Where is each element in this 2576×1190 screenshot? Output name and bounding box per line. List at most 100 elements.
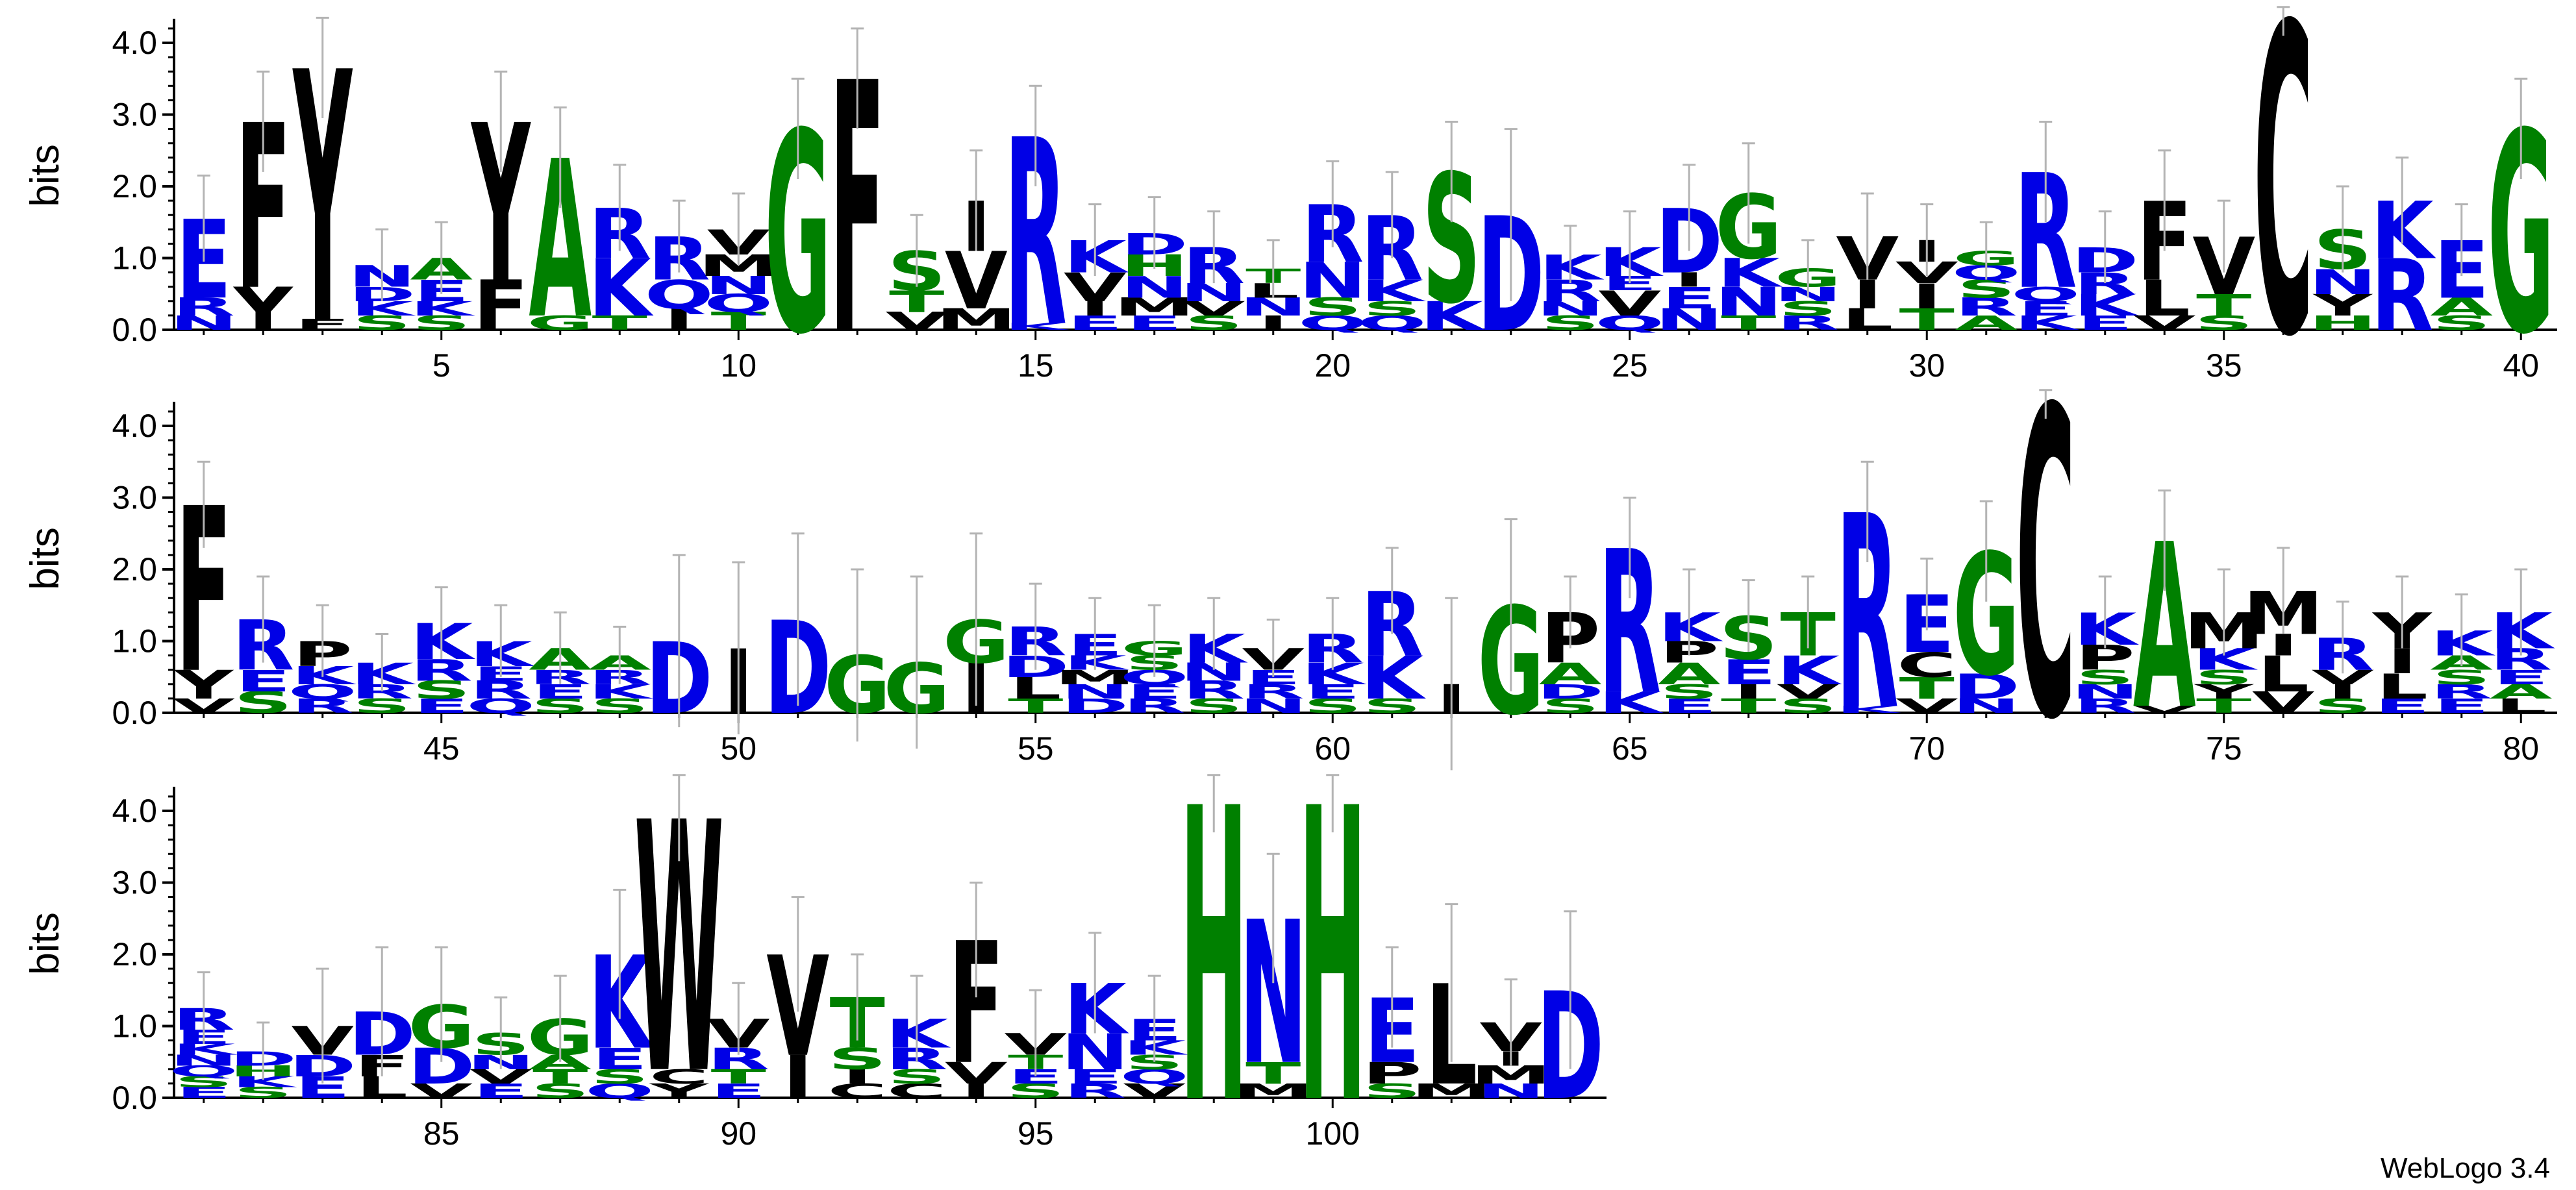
logo-letter-E: E xyxy=(2018,297,2073,320)
logo-letter-V: V xyxy=(172,695,235,717)
logo-letter-M: M xyxy=(1114,293,1195,321)
logo-letter-G: G xyxy=(527,312,594,334)
x-tick-label: 40 xyxy=(2503,347,2539,384)
x-tick-label: 55 xyxy=(1018,730,1054,767)
logo-letter-K: K xyxy=(1420,294,1486,340)
y-tick-label: 3.0 xyxy=(112,480,157,516)
logo-letter-S: S xyxy=(1541,312,1599,334)
logo-letter-M: M xyxy=(1055,666,1135,689)
logo-letter-D: D xyxy=(1061,695,1129,717)
logo-letter-A: A xyxy=(1658,657,1721,691)
logo-letter-E: E xyxy=(2494,666,2549,689)
logo-letter-K: K xyxy=(1777,648,1843,693)
logo-letter-I: I xyxy=(2268,628,2299,663)
y-tick-label: 2.0 xyxy=(112,551,157,588)
logo-letter-V: V xyxy=(885,307,948,336)
logo-letter-T: T xyxy=(532,1065,588,1088)
logo-letter-K: K xyxy=(1598,240,1664,286)
logo-letter-S: S xyxy=(2432,666,2491,689)
x-tick-label: 10 xyxy=(720,347,757,384)
logo-letter-C: C xyxy=(1897,645,1957,686)
logo-letter-V: V xyxy=(2133,312,2196,334)
logo-letter-E: E xyxy=(2077,312,2132,334)
logo-letter-S: S xyxy=(1541,695,1599,717)
x-tick-label: 20 xyxy=(1314,347,1351,384)
logo-letter-S: S xyxy=(412,312,471,334)
logo-letter-A: A xyxy=(1955,312,2018,334)
logo-letter-K: K xyxy=(410,614,476,671)
logo-letter-I: I xyxy=(1733,680,1764,703)
logo-letter-Q: Q xyxy=(169,1063,238,1080)
logo-letter-R: R xyxy=(292,695,354,717)
logo-letter-K: K xyxy=(885,1011,951,1057)
logo-letter-R: R xyxy=(1182,676,1245,704)
y-tick-label: 4.0 xyxy=(112,408,157,444)
logo-letter-R: R xyxy=(1123,695,1186,717)
y-tick-label: 1.0 xyxy=(112,1008,157,1045)
logo-letter-S: S xyxy=(353,312,411,334)
logo-letter-N: N xyxy=(2071,680,2139,703)
logo-letter-K: K xyxy=(1004,321,1069,332)
logo-letter-N: N xyxy=(1655,303,1723,337)
logo-letter-M: M xyxy=(1233,1080,1314,1102)
x-tick-label: 25 xyxy=(1612,347,1648,384)
logo-letter-F: F xyxy=(295,316,350,333)
logo-letter-S: S xyxy=(1363,297,1421,320)
logo-letter-K: K xyxy=(588,243,655,335)
x-tick-label: 15 xyxy=(1018,347,1054,384)
logo-letter-H: H xyxy=(2308,312,2377,334)
logo-letter-T: T xyxy=(889,285,944,319)
logo-letter-K: K xyxy=(1064,970,1129,1050)
logo-letter-D: D xyxy=(1536,680,1604,703)
logo-letter-S: S xyxy=(1303,293,1362,321)
logo-letter-S: S xyxy=(2195,312,2253,334)
logo-letter-K: K xyxy=(2430,623,2496,663)
logo-letter-S: S xyxy=(828,1042,886,1076)
logo-letter-I: I xyxy=(842,1065,873,1088)
logo-letter-N: N xyxy=(169,312,238,334)
logo-letter-E: E xyxy=(1127,312,1182,334)
x-tick-label: 90 xyxy=(720,1115,757,1152)
logo-letter-E: E xyxy=(236,664,291,699)
logo-letter-N: N xyxy=(1061,1024,1129,1081)
logo-letter-K: K xyxy=(172,1041,238,1058)
x-tick-label: 70 xyxy=(1908,730,1945,767)
logo-letter-E: E xyxy=(1721,652,1776,693)
logo-letter-N: N xyxy=(1120,271,1188,305)
x-tick-label: 5 xyxy=(432,347,451,384)
logo-letter-R: R xyxy=(1955,293,2018,321)
logo-letter-R: R xyxy=(410,654,473,688)
x-tick-label: 100 xyxy=(1306,1115,1360,1152)
logo-letter-E: E xyxy=(2434,695,2489,717)
logo-letter-C: C xyxy=(649,1065,709,1088)
logo-letter-C: C xyxy=(2253,0,2313,430)
logo-letter-K: K xyxy=(351,657,416,691)
logo-letter-C: C xyxy=(887,1080,947,1102)
logo-letter-R: R xyxy=(469,676,532,704)
logo-letter-K: K xyxy=(2014,312,2081,334)
logo-letter-K: K xyxy=(1539,248,1605,288)
logo-letter-S: S xyxy=(1779,695,1837,717)
logo-letter-E: E xyxy=(414,695,469,717)
y-tick-label: 4.0 xyxy=(112,793,157,829)
logo-letter-E: E xyxy=(1662,695,1717,717)
logo-letter-S: S xyxy=(1184,695,1243,717)
logo-letter-K: K xyxy=(2371,186,2437,277)
logo-letter-C: C xyxy=(827,1080,887,1102)
logo-letter-R: R xyxy=(2431,680,2493,703)
logo-letter-I: I xyxy=(1852,272,1882,317)
logo-letter-S: S xyxy=(1007,1080,1065,1102)
logo-letter-Y: Y xyxy=(2312,288,2373,323)
logo-letter-S: S xyxy=(1303,695,1362,717)
logo-letter-K: K xyxy=(1598,686,1664,720)
logo-letter-E: E xyxy=(1127,680,1182,703)
logo-letter-S: S xyxy=(2432,312,2491,334)
logo-letter-I: I xyxy=(1080,297,1110,320)
logo-letter-K: K xyxy=(588,929,654,1078)
logo-letter-T: T xyxy=(1721,312,1776,334)
logo-letter-E: E xyxy=(1068,1065,1123,1088)
logo-letter-M: M xyxy=(1411,1080,1492,1102)
logo-letter-P: P xyxy=(1362,1056,1422,1091)
logo-letter-I: I xyxy=(1674,269,1705,291)
logo-letter-Y: Y xyxy=(649,1080,709,1102)
